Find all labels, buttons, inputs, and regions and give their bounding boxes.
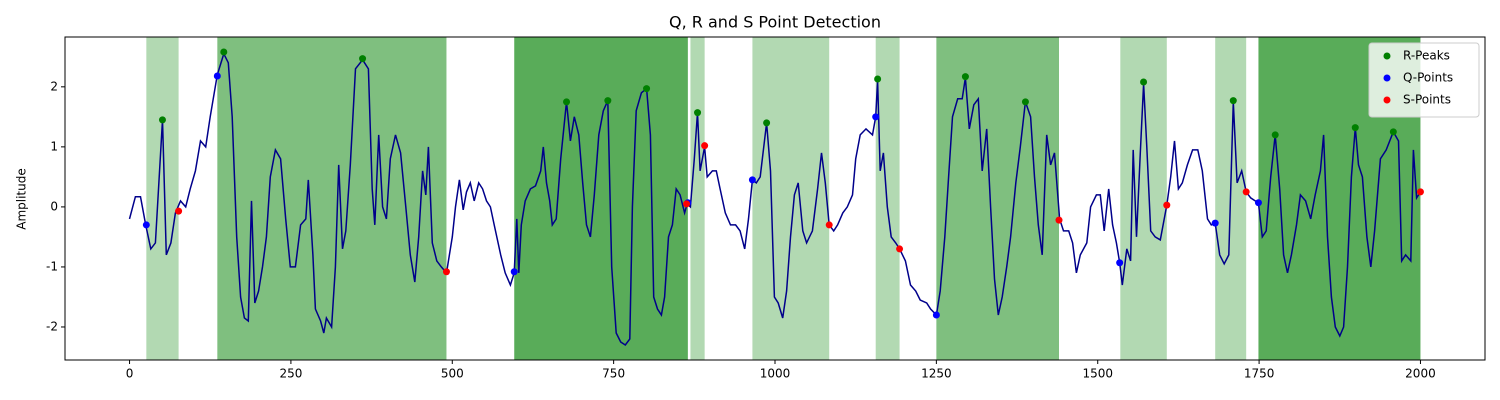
point [1242, 188, 1250, 196]
point [683, 200, 691, 208]
point [961, 73, 969, 81]
x-tick-label: 1000 [760, 367, 791, 381]
point [158, 116, 166, 124]
point [1163, 201, 1171, 209]
point [1271, 131, 1279, 139]
x-tick-label: 750 [602, 367, 625, 381]
shaded-region [690, 37, 705, 360]
point [748, 176, 756, 184]
y-tick-label: 0 [50, 199, 58, 213]
point [442, 268, 450, 276]
legend-label: R-Peaks [1403, 49, 1450, 63]
legend: R-Peaks Q-Points S-Points [1368, 42, 1480, 118]
point [220, 48, 228, 56]
shaded-region [514, 37, 688, 360]
y-tick-label: 1 [50, 139, 58, 153]
y-axis-label: Amplitude [15, 168, 29, 230]
legend-label: Q-Points [1403, 71, 1453, 85]
legend-marker [1383, 52, 1391, 60]
point [1229, 97, 1237, 105]
point [1021, 98, 1029, 106]
x-tick-label: 0 [126, 367, 134, 381]
x-tick-label: 500 [441, 367, 464, 381]
point [175, 207, 183, 215]
x-tick-label: 1250 [921, 367, 952, 381]
point [1055, 216, 1063, 224]
legend-marker [1383, 96, 1391, 104]
point [701, 142, 709, 150]
y-tick-label: 2 [50, 79, 58, 93]
point [1254, 199, 1262, 207]
point [872, 113, 880, 121]
signal-line [128, 51, 1422, 347]
x-tick-label: 2000 [1405, 367, 1436, 381]
point [604, 97, 612, 105]
point [510, 268, 518, 276]
plot-frame [64, 36, 1486, 361]
legend-marker [1383, 74, 1391, 82]
point [142, 221, 150, 229]
point [874, 75, 882, 83]
legend-label: S-Points [1403, 93, 1451, 107]
point [1351, 124, 1359, 132]
chart-title: Q, R and S Point Detection [669, 13, 881, 32]
x-tick-label: 1500 [1082, 367, 1113, 381]
point [1140, 78, 1148, 86]
point [896, 245, 904, 253]
point [1416, 188, 1424, 196]
point [359, 55, 367, 63]
point [213, 72, 221, 80]
x-tick-label: 250 [279, 367, 302, 381]
x-tick-label: 1750 [1244, 367, 1275, 381]
y-tick-label: -1 [46, 259, 58, 273]
shaded-region [217, 37, 447, 360]
shaded-region [875, 37, 900, 360]
point [643, 85, 651, 93]
point [563, 98, 571, 106]
point [1116, 259, 1124, 267]
point [763, 119, 771, 127]
legend-box [1368, 42, 1480, 118]
shaded-region [752, 37, 830, 360]
point [932, 311, 940, 319]
point [1389, 128, 1397, 136]
point [694, 109, 702, 117]
point [1211, 219, 1219, 227]
point [825, 221, 833, 229]
y-tick-label: -2 [46, 319, 58, 333]
shaded-region [146, 37, 179, 360]
